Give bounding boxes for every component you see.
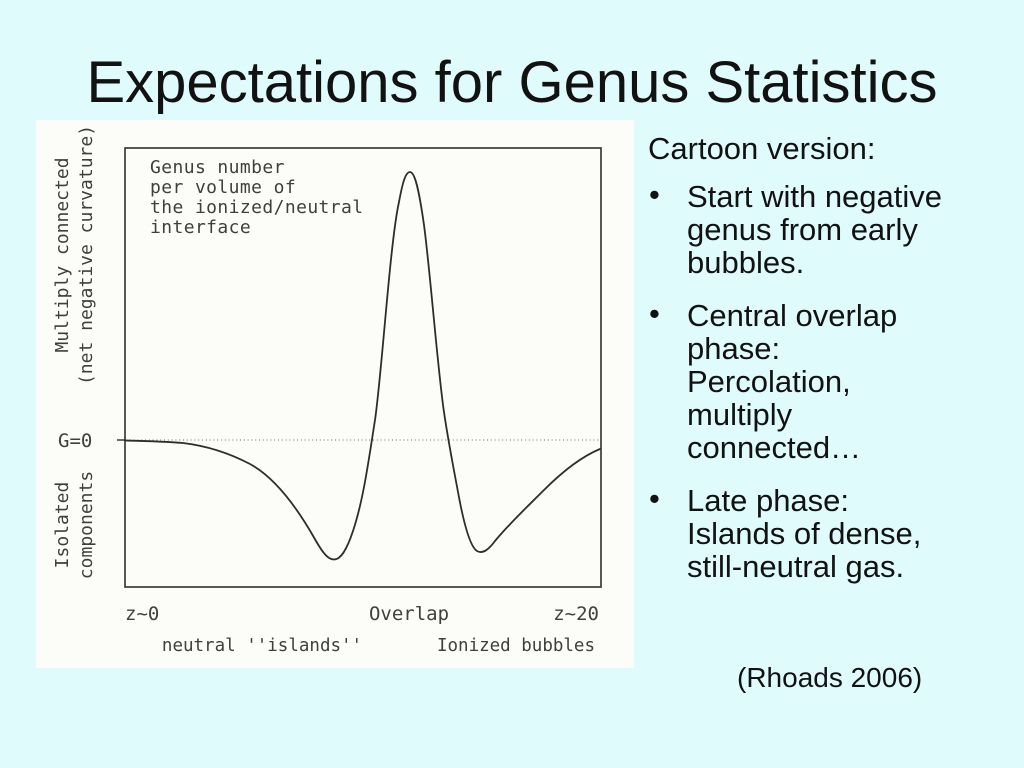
bullet-text: Central overlap phase: Percolation, mult… bbox=[687, 298, 898, 465]
plot-frame bbox=[124, 147, 602, 588]
y-axis-zero-label: G=0 bbox=[58, 430, 92, 452]
bullet-item-late-phase: • Late phase: Islands of dense, still-ne… bbox=[648, 481, 998, 584]
x-axis-label-z0: z~0 bbox=[125, 603, 159, 625]
cartoon-version-heading: Cartoon version: bbox=[648, 131, 876, 166]
bullet-marker-icon: • bbox=[649, 177, 660, 212]
bullet-marker-icon: • bbox=[649, 296, 660, 331]
y-axis-label-isolated: Isolated bbox=[52, 482, 73, 569]
bullet-item-central-overlap: • Central overlap phase: Percolation, mu… bbox=[648, 296, 998, 465]
y-axis-label-multiply-connected: Multiply connected bbox=[52, 157, 73, 352]
slide-title: Expectations for Genus Statistics bbox=[86, 50, 938, 115]
genus-curve-chart: Genus number per volume of the ionized/n… bbox=[52, 125, 602, 656]
x-axis-label-neutral-islands: neutral ''islands'' bbox=[162, 636, 362, 656]
bullet-text: Start with negative genus from early bub… bbox=[687, 179, 943, 280]
x-axis-label-z20: z~20 bbox=[553, 603, 599, 625]
figure-caption-line-2: per volume of bbox=[150, 177, 296, 198]
figure-caption-line-1: Genus number bbox=[150, 157, 285, 178]
genus-curve bbox=[124, 171, 601, 561]
bullet-list: • Start with negative genus from early b… bbox=[648, 177, 998, 584]
y-axis-label-net-negative-curvature: (net negative curvature) bbox=[76, 125, 97, 385]
citation-rhoads-2006: (Rhoads 2006) bbox=[737, 662, 923, 693]
y-axis-label-components: components bbox=[76, 471, 97, 579]
genus-figure-panel: Genus number per volume of the ionized/n… bbox=[36, 120, 634, 668]
bullet-text: Late phase: Islands of dense, still-neut… bbox=[687, 483, 922, 584]
slide-body-text: Cartoon version: • Start with negative g… bbox=[648, 130, 998, 583]
bullet-item-early-bubbles: • Start with negative genus from early b… bbox=[648, 177, 998, 280]
figure-caption-line-4: interface bbox=[150, 217, 251, 238]
x-axis-label-overlap: Overlap bbox=[369, 603, 449, 625]
x-axis-label-ionized-bubbles: Ionized bubbles bbox=[437, 636, 595, 656]
bullet-marker-icon: • bbox=[649, 481, 660, 516]
figure-caption-line-3: the ionized/neutral bbox=[150, 197, 364, 218]
